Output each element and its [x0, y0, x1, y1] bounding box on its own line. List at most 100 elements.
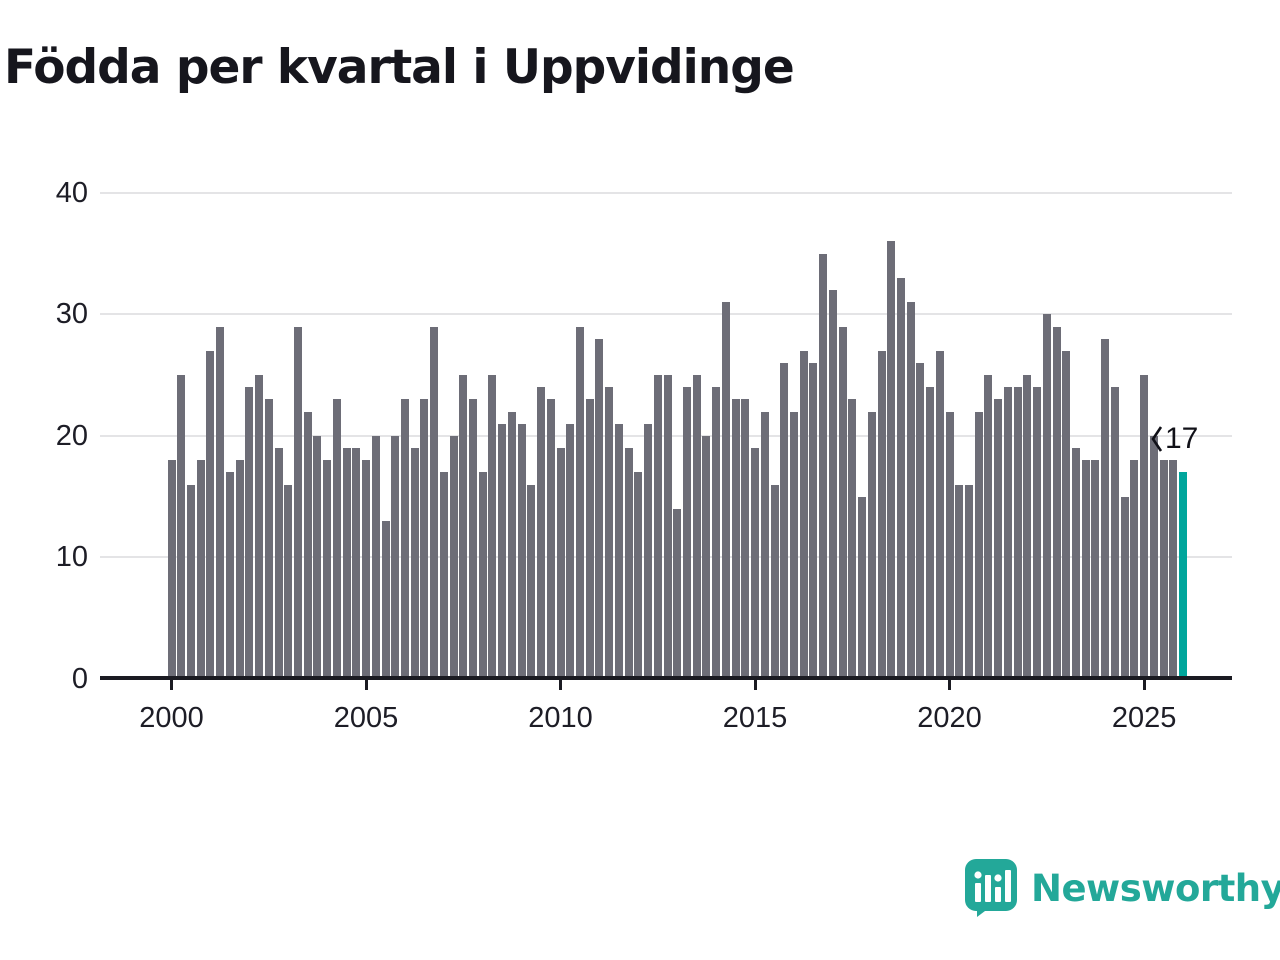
bar [537, 387, 546, 679]
bar [1081, 460, 1090, 679]
bar [342, 448, 351, 679]
bar [264, 399, 273, 679]
bar [751, 448, 759, 679]
bar [721, 302, 730, 679]
x-axis-tick-label: 2005 [333, 702, 399, 734]
bar [692, 375, 701, 679]
bar [459, 375, 468, 679]
gridline-y-30 [100, 313, 1232, 315]
bar [838, 326, 847, 679]
x-axis-tick-mark [753, 680, 757, 690]
bar [789, 411, 798, 679]
annotation-label: 17 [1165, 422, 1199, 456]
bar [926, 387, 935, 679]
bar [673, 508, 682, 679]
bar [381, 521, 390, 679]
bar [770, 484, 779, 679]
bar [906, 302, 915, 679]
bar [313, 435, 322, 679]
bar [1140, 375, 1149, 679]
bar [439, 472, 448, 679]
bar [867, 411, 876, 679]
bar [702, 435, 711, 679]
bar [887, 241, 896, 679]
bar [683, 387, 691, 679]
bar [1159, 460, 1168, 679]
bar [546, 399, 555, 679]
bar [741, 399, 750, 679]
x-axis-tick-label: 2015 [722, 702, 788, 734]
bar [216, 326, 225, 679]
bar [1072, 448, 1080, 679]
x-axis-tick-mark [948, 680, 951, 690]
bar [1101, 338, 1110, 679]
bar [945, 411, 954, 679]
bar [644, 423, 652, 679]
annotation-caret-icon [1151, 426, 1163, 453]
bar [177, 375, 186, 679]
bar [1023, 375, 1032, 679]
bar [303, 411, 312, 679]
bar [848, 399, 857, 679]
bar [1169, 460, 1178, 679]
x-axis-tick-label: 2000 [139, 702, 204, 734]
newsworthy-logo: Newsworthy [963, 858, 1280, 918]
bar [955, 484, 964, 679]
newsworthy-wordmark: Newsworthy [1031, 866, 1280, 910]
bar [274, 448, 283, 679]
bar [624, 448, 633, 679]
bar [965, 484, 973, 679]
bar [1003, 387, 1012, 679]
bar [507, 411, 516, 679]
bar [430, 326, 439, 679]
bar [1062, 350, 1071, 679]
x-axis-tick-label: 2010 [528, 702, 593, 734]
bar [935, 350, 944, 679]
bar [332, 399, 341, 679]
bar [828, 290, 837, 679]
bar [323, 460, 332, 679]
bar [255, 375, 263, 679]
bar [400, 399, 409, 679]
chart-title: Födda per kvartal i Uppvidinge [4, 40, 795, 95]
y-axis-tick-label: 30 [55, 298, 88, 330]
bar [634, 472, 643, 679]
bar [576, 326, 584, 679]
bar [1052, 326, 1061, 679]
bar [984, 375, 993, 679]
bar [371, 435, 380, 679]
bar [877, 350, 886, 679]
bar [595, 338, 604, 679]
bar [449, 435, 458, 679]
bar [1091, 460, 1100, 679]
bar [498, 423, 507, 679]
bar [245, 387, 254, 679]
bar [731, 399, 740, 679]
bar [478, 472, 487, 679]
bar [1013, 387, 1022, 679]
bar [809, 363, 818, 679]
bar [469, 399, 477, 679]
gridline-y-40 [100, 192, 1232, 194]
x-axis-line [100, 676, 1232, 680]
bar [420, 399, 429, 679]
bar [712, 387, 721, 679]
bar [614, 423, 623, 679]
y-axis-tick-label: 40 [55, 177, 88, 209]
bar [605, 387, 614, 679]
bar [799, 350, 808, 679]
bar [284, 484, 293, 679]
bar [760, 411, 769, 679]
bar [1033, 387, 1042, 679]
bar [1120, 496, 1129, 679]
x-axis-tick-mark [1142, 680, 1146, 690]
bar [566, 423, 575, 679]
latest-value-annotation: 17 [1150, 422, 1198, 456]
bar [556, 448, 565, 679]
bar [235, 460, 244, 679]
x-axis-tick-mark [170, 680, 173, 690]
x-axis-tick-label: 2020 [917, 702, 982, 734]
y-axis-tick-label: 0 [71, 663, 88, 695]
bar [1042, 314, 1051, 679]
